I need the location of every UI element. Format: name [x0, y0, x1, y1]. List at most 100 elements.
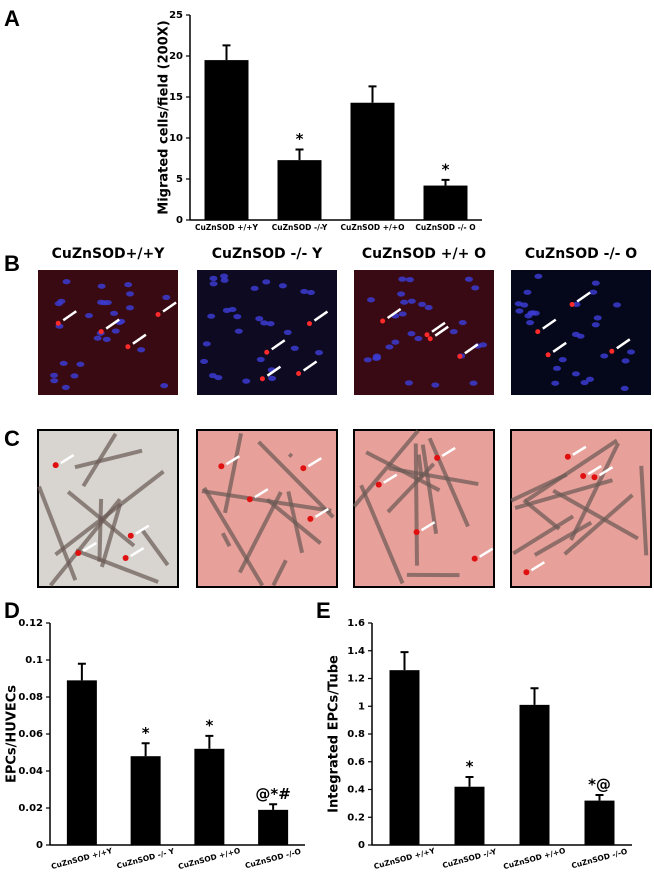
nucleus [558, 357, 567, 363]
nucleus [207, 313, 216, 319]
x-tick-label: CuZnSOD +/+Y [195, 223, 259, 232]
y-tick-label: 0.02 [18, 803, 43, 814]
nucleus [162, 294, 171, 300]
epc-dot [569, 301, 575, 307]
arrow [271, 339, 286, 351]
nucleus [471, 285, 480, 291]
error-bar [77, 662, 86, 681]
y-tick-label: 0.4 [347, 785, 365, 796]
x-tick-label: CuZnSOD +/+O [341, 223, 405, 232]
panel-label: D [4, 598, 20, 623]
nucleus [137, 347, 146, 353]
tube [413, 443, 419, 566]
nucleus [124, 282, 133, 288]
x-tick-label: CuZnSOD +/+O [177, 846, 241, 871]
nucleus [527, 310, 536, 316]
y-tick-label: 0 [358, 840, 365, 851]
epc-dot [259, 376, 265, 382]
epc-dot [434, 454, 441, 461]
nucleus [220, 277, 229, 283]
epc-dot [427, 336, 433, 342]
nucleus [363, 357, 372, 363]
nucleus [367, 297, 376, 303]
arrow [62, 310, 77, 322]
y-tick-label: 1 [358, 701, 365, 712]
nucleus [61, 384, 70, 390]
nucleus [50, 372, 59, 378]
nucleus [250, 285, 259, 291]
tube [74, 448, 143, 470]
nucleus [76, 361, 85, 367]
x-tick-label: CuZnSOD -/-Y [272, 223, 328, 232]
error-bar [141, 742, 150, 757]
bar [204, 60, 249, 220]
nucleus [458, 319, 467, 326]
epc-dot [218, 463, 225, 470]
epc-dot [127, 532, 134, 539]
arrow [587, 464, 602, 476]
arrow [307, 457, 322, 468]
nucleus [464, 276, 473, 282]
nucleus [62, 279, 71, 285]
epc-dot [55, 320, 61, 326]
nucleus [214, 374, 223, 381]
y-tick-label: 1.4 [347, 646, 365, 657]
panel-label: C [4, 426, 20, 451]
nucleus [571, 331, 580, 337]
column-header: CuZnSOD+/+Y [52, 246, 166, 262]
y-tick-label: 10 [169, 133, 183, 144]
tube [512, 514, 575, 556]
tube [257, 440, 335, 519]
panel-label: A [4, 6, 20, 31]
arrow [132, 333, 147, 345]
arrow [162, 301, 177, 313]
epc-dot [375, 481, 382, 488]
epc-dot [296, 370, 302, 376]
y-tick-label: 0.12 [18, 618, 43, 629]
nucleus [551, 380, 560, 386]
tube [287, 452, 294, 458]
y-tick-label: 25 [169, 10, 183, 21]
epc-dot [380, 318, 386, 324]
error-bar [269, 803, 278, 810]
nucleus [404, 380, 413, 386]
bar [130, 756, 161, 845]
nucleus [110, 310, 119, 316]
arrow [135, 524, 150, 535]
arrow [420, 521, 436, 532]
epc-dot [564, 453, 571, 460]
nucleus [209, 281, 218, 287]
nucleus [526, 320, 535, 326]
x-tick-label: CuZnSOD +/+O [502, 846, 566, 871]
bar [454, 786, 485, 845]
arrow [576, 291, 591, 303]
bar [277, 160, 322, 220]
arrow [129, 546, 145, 558]
y-tick-label: 1.2 [347, 674, 365, 685]
significance-label: * [142, 724, 150, 742]
significance-label: * [466, 758, 474, 776]
tube [223, 432, 244, 514]
nucleus [111, 328, 120, 334]
nucleus [572, 301, 581, 307]
arrow [302, 360, 318, 372]
arrow [383, 473, 398, 484]
nucleus [260, 320, 269, 326]
nucleus [385, 344, 394, 350]
nucleus [50, 378, 59, 384]
arrow [552, 341, 567, 353]
nucleus [209, 275, 218, 281]
y-tick-label: 0.1 [25, 655, 43, 666]
nucleus [100, 300, 109, 306]
error-bar [465, 776, 474, 787]
tube [99, 503, 123, 568]
nucleus [591, 280, 600, 286]
arrow [616, 338, 631, 350]
epc-dot [535, 329, 541, 335]
x-tick-label: CuZnSOD -/- Y [116, 846, 176, 870]
nucleus [585, 376, 594, 382]
y-axis-label: EPCs/HUVECs [5, 685, 20, 783]
nucleus [255, 316, 264, 322]
arrow [386, 307, 402, 320]
